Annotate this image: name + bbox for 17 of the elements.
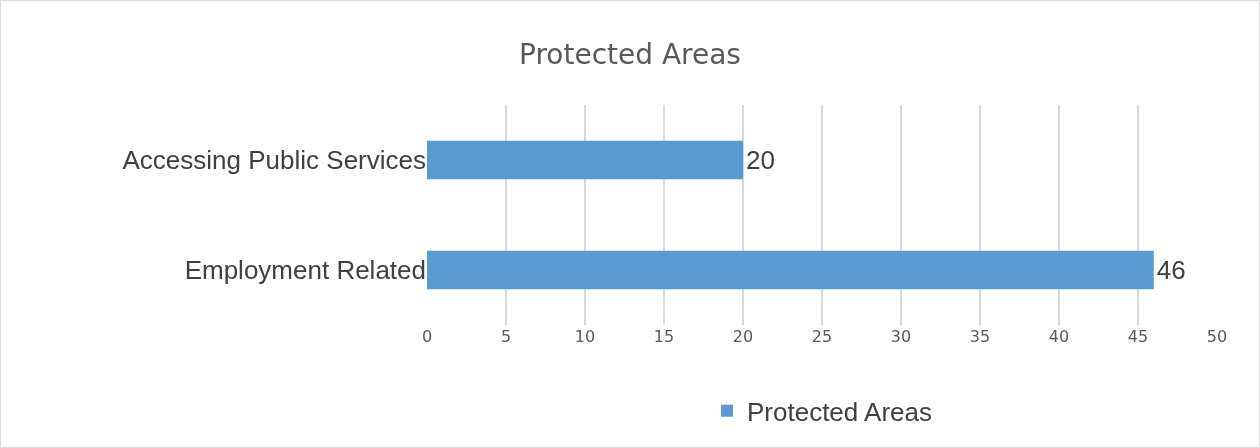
x-tick-label: 45 bbox=[1127, 327, 1149, 346]
x-tick-label: 35 bbox=[969, 327, 991, 346]
y-tick-label: Employment Related bbox=[184, 255, 426, 286]
data-label: 20 bbox=[746, 145, 775, 175]
x-tick-label: 0 bbox=[421, 327, 433, 346]
x-tick-label: 10 bbox=[574, 327, 596, 346]
x-tick-label: 50 bbox=[1206, 327, 1228, 346]
x-tick-label: 40 bbox=[1048, 327, 1070, 346]
x-tick-label: 5 bbox=[500, 327, 512, 346]
legend-label: Protected Areas bbox=[747, 396, 932, 427]
x-tick-label: 25 bbox=[811, 327, 833, 346]
x-tick-label: 20 bbox=[732, 327, 754, 346]
x-tick-label: 30 bbox=[890, 327, 912, 346]
y-tick-label: Accessing Public Services bbox=[122, 145, 426, 176]
data-label: 46 bbox=[1156, 255, 1186, 285]
x-tick-label: 15 bbox=[653, 327, 675, 346]
chart-title: Protected Areas bbox=[519, 38, 741, 72]
